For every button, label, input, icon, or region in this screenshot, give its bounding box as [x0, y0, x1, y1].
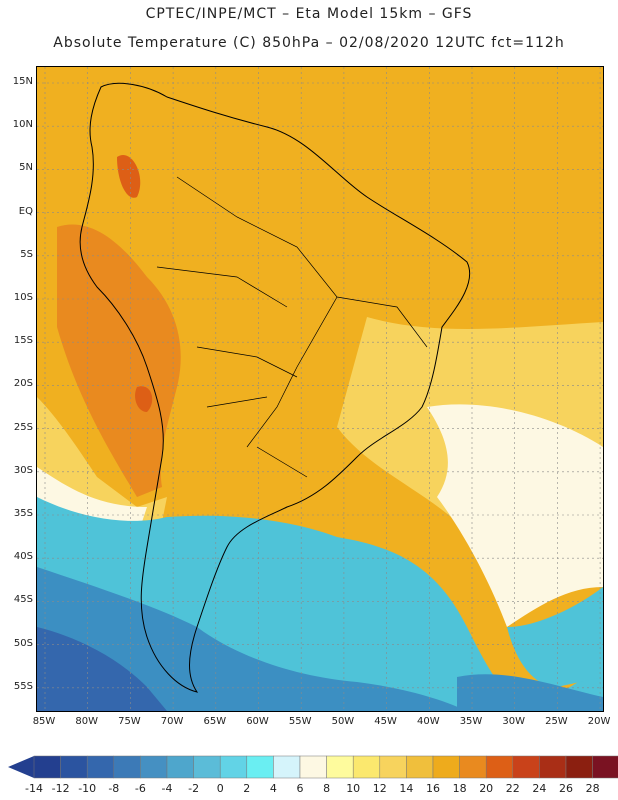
map-area — [36, 66, 604, 712]
lon-label: 80W — [75, 716, 98, 727]
colorbar-swatch — [246, 755, 274, 779]
colorbar-swatch — [219, 755, 248, 779]
colorbar-swatch — [193, 755, 221, 779]
colorbar-label: 20 — [479, 782, 494, 795]
colorbar-swatch — [326, 755, 354, 779]
colorbar-swatch — [379, 755, 407, 779]
colorbar-label: 28 — [585, 782, 600, 795]
colorbar-label: 12 — [372, 782, 387, 795]
colorbar-label: 14 — [399, 782, 414, 795]
colorbar-swatch — [565, 755, 593, 779]
lon-label: 55W — [288, 716, 312, 727]
colorbar-swatch — [512, 755, 540, 779]
lon-label: 25W — [545, 716, 568, 727]
lon-label: 35W — [459, 716, 483, 727]
colorbar-swatch — [140, 755, 168, 779]
colorbar-label: 2 — [243, 782, 251, 795]
hot-spot-chile — [135, 386, 153, 412]
hot-spot-colombia — [117, 155, 141, 198]
colorbar-swatch — [592, 755, 618, 779]
lat-label: 35S — [13, 508, 33, 519]
colorbar-swatch — [459, 755, 487, 779]
colorbar-swatch — [273, 755, 301, 779]
colorbar-label: 6 — [296, 782, 304, 795]
map-title-line-1: CPTEC/INPE/MCT – Eta Model 15km – GFS — [145, 6, 473, 22]
lat-label: 5N — [19, 162, 33, 174]
colorbar-swatch — [33, 755, 61, 779]
coldest-water — [37, 627, 167, 711]
colorbar-label: 8 — [323, 782, 331, 795]
colorbar-label: -4 — [161, 782, 173, 795]
grid-lines — [37, 67, 603, 711]
lon-label: 40W — [416, 716, 440, 727]
lat-label: 30S — [13, 464, 33, 476]
colorbar-label: -12 — [51, 782, 70, 795]
lat-label: 40S — [13, 551, 33, 563]
colorbar-label: -2 — [188, 782, 200, 795]
lon-label: 75W — [118, 716, 141, 727]
lon-label: 60W — [246, 716, 269, 727]
colorbar-label: 16 — [426, 782, 440, 795]
lat-label: 50S — [13, 637, 33, 649]
colorbar-label: 24 — [532, 782, 547, 795]
colorbar-swatch — [113, 755, 141, 779]
colorbar — [8, 755, 618, 779]
colorbar-label: 10 — [346, 782, 361, 795]
lat-label: 15N — [12, 76, 33, 87]
colorbar-label: 18 — [452, 782, 467, 795]
cold-south-east — [457, 674, 603, 711]
colorbar-label: -10 — [78, 782, 97, 795]
lat-label: 25S — [13, 421, 33, 433]
colorbar-label: 0 — [216, 782, 224, 795]
lon-label: 45W — [374, 716, 397, 727]
lon-label: 20W — [587, 716, 611, 727]
colorbar-swatch — [432, 755, 460, 779]
map-title-line-2: Absolute Temperature (C) 850hPa – 02/08/… — [53, 35, 565, 51]
cream-band — [427, 404, 603, 627]
colorbar-swatch — [406, 755, 434, 779]
colorbar-label: -8 — [108, 782, 120, 795]
colorbar-label: 22 — [505, 782, 520, 795]
colorbar-swatch — [485, 755, 514, 779]
colorbar-under-arrow — [8, 756, 34, 778]
colorbar-swatch — [86, 755, 115, 779]
colorbar-swatch — [539, 755, 567, 779]
colorbar-swatch — [299, 755, 327, 779]
lat-label: EQ — [18, 205, 33, 217]
cold-water-2 — [507, 587, 603, 687]
south-america-coastline — [79, 82, 471, 693]
lat-label: 10S — [13, 292, 33, 303]
lon-label: 70W — [160, 716, 184, 727]
colorbar-swatch — [166, 755, 194, 779]
colorbar-label: -6 — [134, 782, 146, 795]
country-borders — [156, 176, 428, 478]
temperature-field — [37, 67, 603, 711]
lat-label: 5S — [20, 248, 33, 260]
colorbar-swatch — [352, 755, 381, 779]
lat-label: 45S — [13, 594, 33, 606]
lon-label: 30W — [502, 716, 525, 727]
lat-label: 10N — [12, 119, 33, 131]
colorbar-label: -14 — [25, 782, 43, 795]
colorbar-label: 4 — [269, 782, 277, 795]
colder-water — [37, 567, 467, 711]
lon-label: 65W — [203, 716, 227, 727]
lon-label: 50W — [331, 716, 355, 727]
colorbar-label: 26 — [559, 782, 573, 795]
lat-label: 20S — [13, 378, 33, 390]
lon-label: 85W — [32, 716, 56, 727]
lat-label: 55S — [13, 680, 33, 692]
lat-label: 15S — [13, 335, 33, 347]
colorbar-swatch — [60, 755, 88, 779]
